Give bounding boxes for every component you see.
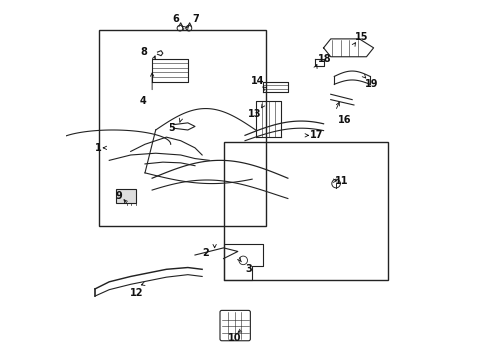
Text: 4: 4 (140, 96, 147, 107)
Text: 11: 11 (335, 176, 348, 186)
Text: 5: 5 (169, 123, 175, 133)
Text: 6: 6 (172, 14, 179, 24)
Text: 1: 1 (95, 143, 101, 153)
Text: 2: 2 (202, 248, 209, 258)
Text: 17: 17 (310, 130, 323, 140)
Text: 8: 8 (141, 47, 147, 57)
Text: 14: 14 (251, 76, 264, 86)
Text: 13: 13 (248, 109, 261, 118)
Bar (117, 189, 136, 203)
Text: 19: 19 (366, 79, 379, 89)
Text: 10: 10 (227, 333, 241, 343)
Text: 15: 15 (355, 32, 369, 42)
Text: 12: 12 (130, 288, 143, 297)
Text: 7: 7 (193, 14, 199, 24)
Text: 18: 18 (318, 54, 331, 64)
Text: 16: 16 (338, 115, 351, 125)
Text: 3: 3 (245, 264, 252, 274)
Text: 9: 9 (116, 191, 122, 201)
